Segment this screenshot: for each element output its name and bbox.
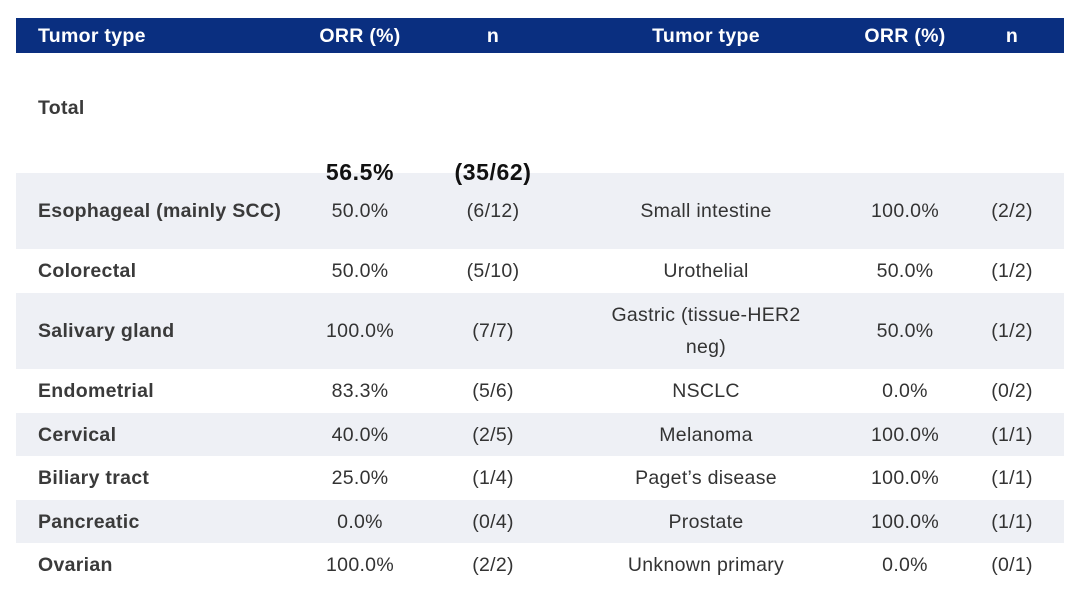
right-n: (2/2) [991, 200, 1033, 222]
table-row: Esophageal (mainly SCC) 50.0% (6/12) Sma… [16, 173, 1064, 249]
right-tumor-type: NSCLC [672, 380, 740, 402]
total-label: Total [38, 97, 85, 119]
right-tumor-type: Paget’s disease [635, 467, 777, 489]
right-orr: 50.0% [876, 260, 934, 282]
left-n: (6/12) [466, 200, 520, 222]
right-tumor-type: Gastric (tissue-HER2 neg) [611, 304, 801, 358]
right-n: (0/2) [991, 380, 1033, 402]
left-orr: 40.0% [331, 423, 389, 446]
table-row: Colorectal 50.0% (5/10) Urothelial 50.0%… [16, 249, 1064, 293]
right-n: (1/1) [991, 510, 1033, 533]
left-orr: 50.0% [331, 200, 389, 222]
right-tumor-type: Unknown primary [627, 554, 785, 576]
right-orr: 50.0% [876, 320, 934, 342]
right-orr: 100.0% [871, 467, 939, 489]
header-orr-right: ORR (%) [864, 24, 946, 47]
right-orr: 100.0% [871, 200, 939, 222]
table-header: Tumor type ORR (%) n Tumor type ORR (%) … [16, 18, 1064, 53]
left-tumor-type: Esophageal (mainly SCC) [38, 200, 282, 222]
right-orr: 100.0% [871, 423, 939, 446]
header-tumor-type-left: Tumor type [38, 24, 146, 47]
right-orr: 0.0% [882, 380, 928, 402]
left-n: (0/4) [472, 510, 514, 533]
left-n: (2/2) [472, 554, 514, 576]
left-orr: 0.0% [337, 510, 383, 533]
orr-by-tumor-type-table: Tumor type ORR (%) n Tumor type ORR (%) … [16, 18, 1064, 587]
table-row: Cervical 40.0% (2/5) Melanoma 100.0% (1/… [16, 413, 1064, 456]
left-n: (7/7) [472, 320, 514, 342]
total-orr: 56.5% [325, 159, 395, 185]
table-row: Biliary tract 25.0% (1/4) Paget’s diseas… [16, 456, 1064, 500]
left-tumor-type: Cervical [38, 423, 117, 446]
header-n-right: n [1005, 24, 1019, 47]
table-row: Pancreatic 0.0% (0/4) Prostate 100.0% (1… [16, 500, 1064, 543]
left-tumor-type: Biliary tract [38, 467, 150, 489]
right-tumor-type: Prostate [668, 510, 744, 533]
header-n-left: n [486, 24, 500, 47]
left-orr: 50.0% [331, 260, 389, 282]
right-orr: 100.0% [871, 510, 939, 533]
left-n: (2/5) [472, 423, 514, 446]
right-n: (1/1) [991, 467, 1033, 489]
left-orr: 100.0% [326, 554, 394, 576]
right-tumor-type: Melanoma [659, 423, 753, 446]
header-orr-left: ORR (%) [319, 24, 401, 47]
right-n: (1/2) [991, 320, 1033, 342]
table-row: Ovarian 100.0% (2/2) Unknown primary 0.0… [16, 543, 1064, 587]
right-orr: 0.0% [882, 554, 928, 576]
left-n: (5/10) [466, 260, 520, 282]
right-tumor-type: Urothelial [663, 260, 749, 282]
left-n: (5/6) [472, 380, 514, 402]
left-tumor-type: Ovarian [38, 554, 113, 576]
left-orr: 100.0% [326, 320, 394, 342]
total-n: (35/62) [454, 159, 532, 185]
right-n: (0/1) [991, 554, 1033, 576]
header-tumor-type-right: Tumor type [652, 24, 760, 47]
left-orr: 25.0% [331, 467, 389, 489]
left-tumor-type: Salivary gland [38, 320, 175, 342]
table-row: Endometrial 83.3% (5/6) NSCLC 0.0% (0/2) [16, 369, 1064, 413]
left-n: (1/4) [472, 467, 514, 489]
left-orr: 83.3% [331, 380, 389, 402]
right-n: (1/1) [991, 423, 1033, 446]
total-row: Total 56.5% (35/62) [16, 53, 1064, 185]
right-n: (1/2) [991, 260, 1033, 282]
left-tumor-type: Pancreatic [38, 510, 140, 533]
left-tumor-type: Endometrial [38, 380, 154, 402]
right-tumor-type: Small intestine [640, 200, 772, 222]
table-row: Salivary gland 100.0% (7/7) Gastric (tis… [16, 293, 1064, 369]
left-tumor-type: Colorectal [38, 260, 137, 282]
